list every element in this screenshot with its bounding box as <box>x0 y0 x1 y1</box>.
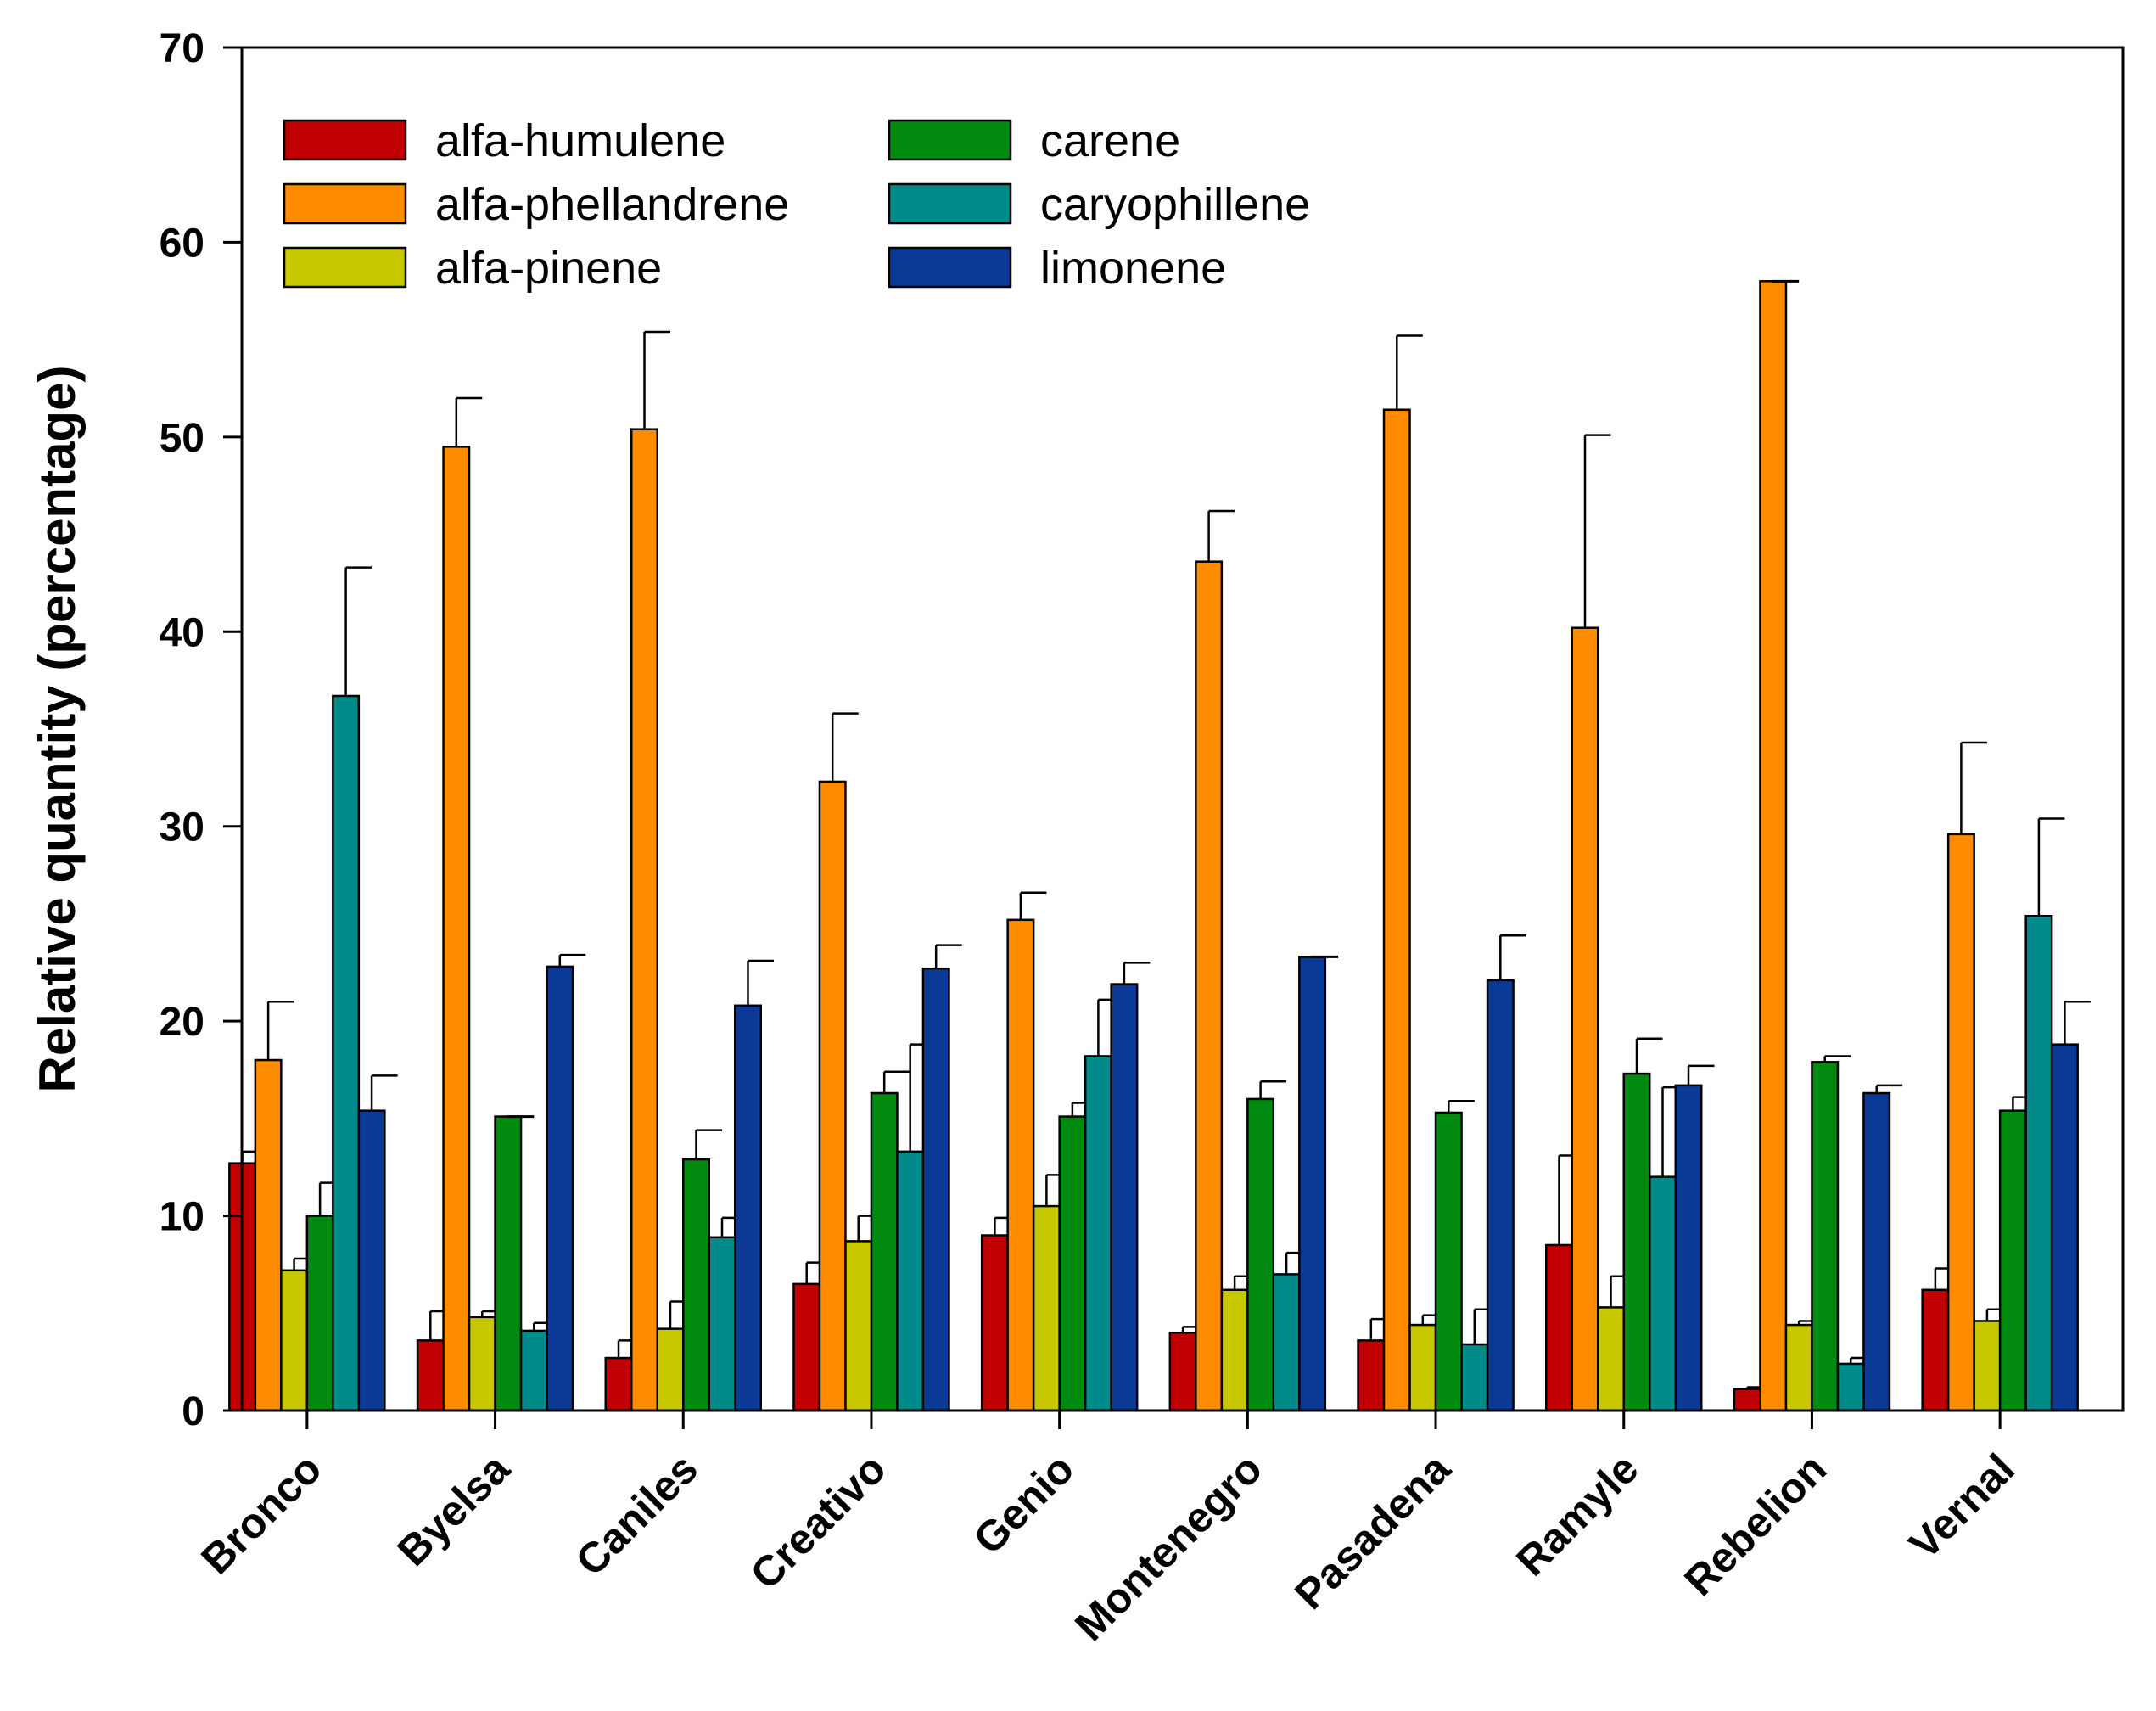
bar-caryophillene-byelsa <box>519 1329 548 1412</box>
legend-label-alfa-phellandrene: alfa-phellandrene <box>435 179 789 230</box>
x-category-label: Vernal <box>1900 1445 2024 1568</box>
bar-caryophillene-bronco <box>332 694 361 1412</box>
bar-alfa-phellandrene-creativo <box>818 780 847 1412</box>
legend-swatch-alfa-pinene <box>283 246 407 289</box>
bars-layer <box>228 279 2091 1412</box>
legend-swatch-alfa-phellandrene <box>283 182 407 225</box>
bar-alfa-humulene-ramyle <box>1545 1243 1573 1412</box>
legend-label-caryophillene: caryophillene <box>1040 179 1310 230</box>
bar-alfa-pinene-vernal <box>1973 1320 2002 1412</box>
legend-swatch-carene <box>888 119 1012 161</box>
bar-carene-vernal <box>1998 1109 2027 1412</box>
bar-alfa-pinene-creativo <box>844 1240 873 1412</box>
bar-limonene-montenegro <box>1298 956 1327 1412</box>
bar-alfa-pinene-genio <box>1032 1204 1061 1412</box>
x-category-label: Byelsa <box>389 1444 519 1574</box>
bar-caryophillene-genio <box>1084 1055 1112 1412</box>
bar-alfa-phellandrene-genio <box>1006 918 1035 1412</box>
bar-limonene-genio <box>1110 983 1139 1412</box>
bar-caryophillene-rebelion <box>1836 1362 1865 1412</box>
bar-alfa-humulene-rebelion <box>1733 1388 1761 1412</box>
bar-limonene-pasadena <box>1486 979 1515 1412</box>
bar-caryophillene-vernal <box>2024 915 2053 1412</box>
y-tick-label: 70 <box>160 26 204 71</box>
bar-carene-ramyle <box>1622 1072 1651 1412</box>
bar-carene-creativo <box>870 1091 899 1412</box>
bar-alfa-pinene-byelsa <box>468 1316 496 1412</box>
bar-carene-byelsa <box>494 1115 523 1412</box>
x-category-label: Pasadena <box>1285 1444 1460 1618</box>
bar-alfa-pinene-bronco <box>280 1269 309 1412</box>
bar-limonene-creativo <box>921 967 950 1412</box>
bar-alfa-pinene-ramyle <box>1597 1306 1625 1412</box>
x-category-label: Caniles <box>567 1445 707 1585</box>
x-axis: Bronco Byelsa Caniles Creativo GenioMonteneg… <box>192 1411 2024 1650</box>
plot-area-frame <box>240 46 2125 1412</box>
y-tick-label: 0 <box>182 1389 204 1434</box>
bar-alfa-humulene-genio <box>980 1234 1009 1412</box>
x-category-label: Rebelion <box>1675 1445 1835 1605</box>
bar-alfa-humulene-byelsa <box>416 1339 445 1412</box>
y-tick-label: 50 <box>160 416 204 461</box>
bar-carene-rebelion <box>1811 1061 1840 1412</box>
legend-label-carene: carene <box>1040 115 1180 166</box>
bar-caryophillene-ramyle <box>1649 1175 1677 1412</box>
bar-alfa-phellandrene-caniles <box>630 428 658 1412</box>
y-tick-label: 10 <box>160 1195 204 1240</box>
bar-alfa-humulene-caniles <box>604 1356 633 1412</box>
bar-carene-caniles <box>682 1158 710 1412</box>
bar-alfa-humulene-pasadena <box>1357 1339 1386 1412</box>
bar-alfa-phellandrene-montenegro <box>1195 560 1224 1412</box>
x-category-label: Montenegro <box>1066 1445 1271 1650</box>
x-category-label: Bronco <box>192 1445 330 1583</box>
bar-alfa-phellandrene-byelsa <box>442 446 471 1412</box>
bar-carene-genio <box>1058 1115 1087 1412</box>
bar-alfa-pinene-caniles <box>656 1327 685 1412</box>
bar-alfa-pinene-rebelion <box>1784 1323 1813 1412</box>
legend-label-alfa-humulene: alfa-humulene <box>435 115 725 166</box>
legend-swatch-caryophillene <box>888 182 1012 225</box>
y-tick-label: 20 <box>160 1000 204 1045</box>
bar-alfa-pinene-montenegro <box>1220 1288 1249 1412</box>
legend: alfa-humulene alfa-phellandrene alfa-pinen… <box>283 115 1310 294</box>
bar-alfa-humulene-montenegro <box>1168 1331 1197 1412</box>
y-tick-label: 40 <box>160 610 204 655</box>
bar-alfa-pinene-pasadena <box>1408 1323 1437 1412</box>
bar-alfa-humulene-creativo <box>792 1282 821 1412</box>
bar-carene-montenegro <box>1246 1097 1275 1412</box>
legend-label-limonene: limonene <box>1040 243 1226 294</box>
bar-alfa-phellandrene-rebelion <box>1759 280 1788 1412</box>
bar-alfa-phellandrene-ramyle <box>1571 626 1599 1412</box>
bar-alfa-phellandrene-pasadena <box>1382 408 1411 1412</box>
y-tick-label: 30 <box>160 805 204 850</box>
bar-alfa-phellandrene-bronco <box>254 1058 283 1412</box>
y-axis: 0 10 20 30 40 50 60 70 <box>160 26 242 1434</box>
y-tick-label: 60 <box>160 221 204 266</box>
x-category-label: Creativo <box>742 1445 895 1598</box>
bar-limonene-rebelion <box>1862 1091 1891 1412</box>
legend-swatch-limonene <box>888 246 1012 289</box>
bar-limonene-bronco <box>357 1109 386 1412</box>
bar-alfa-humulene-vernal <box>1921 1288 1950 1412</box>
bar-caryophillene-pasadena <box>1460 1343 1489 1412</box>
bar-caryophillene-creativo <box>896 1150 925 1412</box>
bar-limonene-ramyle <box>1674 1084 1703 1412</box>
legend-swatch-alfa-humulene <box>283 119 407 161</box>
bar-limonene-vernal <box>2050 1043 2079 1412</box>
bar-caryophillene-montenegro <box>1272 1273 1301 1412</box>
bar-alfa-phellandrene-vernal <box>1946 833 1975 1412</box>
bar-carene-pasadena <box>1434 1111 1463 1412</box>
x-category-label: Genio <box>965 1445 1084 1563</box>
bar-limonene-caniles <box>734 1004 762 1412</box>
bar-limonene-byelsa <box>546 965 574 1412</box>
bar-caryophillene-caniles <box>708 1236 736 1412</box>
legend-label-alfa-pinene: alfa-pinene <box>435 243 662 294</box>
x-category-label: Ramyle <box>1507 1445 1647 1585</box>
bar-carene-bronco <box>305 1215 334 1412</box>
y-axis-title: Relative quantity (percentage) <box>29 366 86 1093</box>
